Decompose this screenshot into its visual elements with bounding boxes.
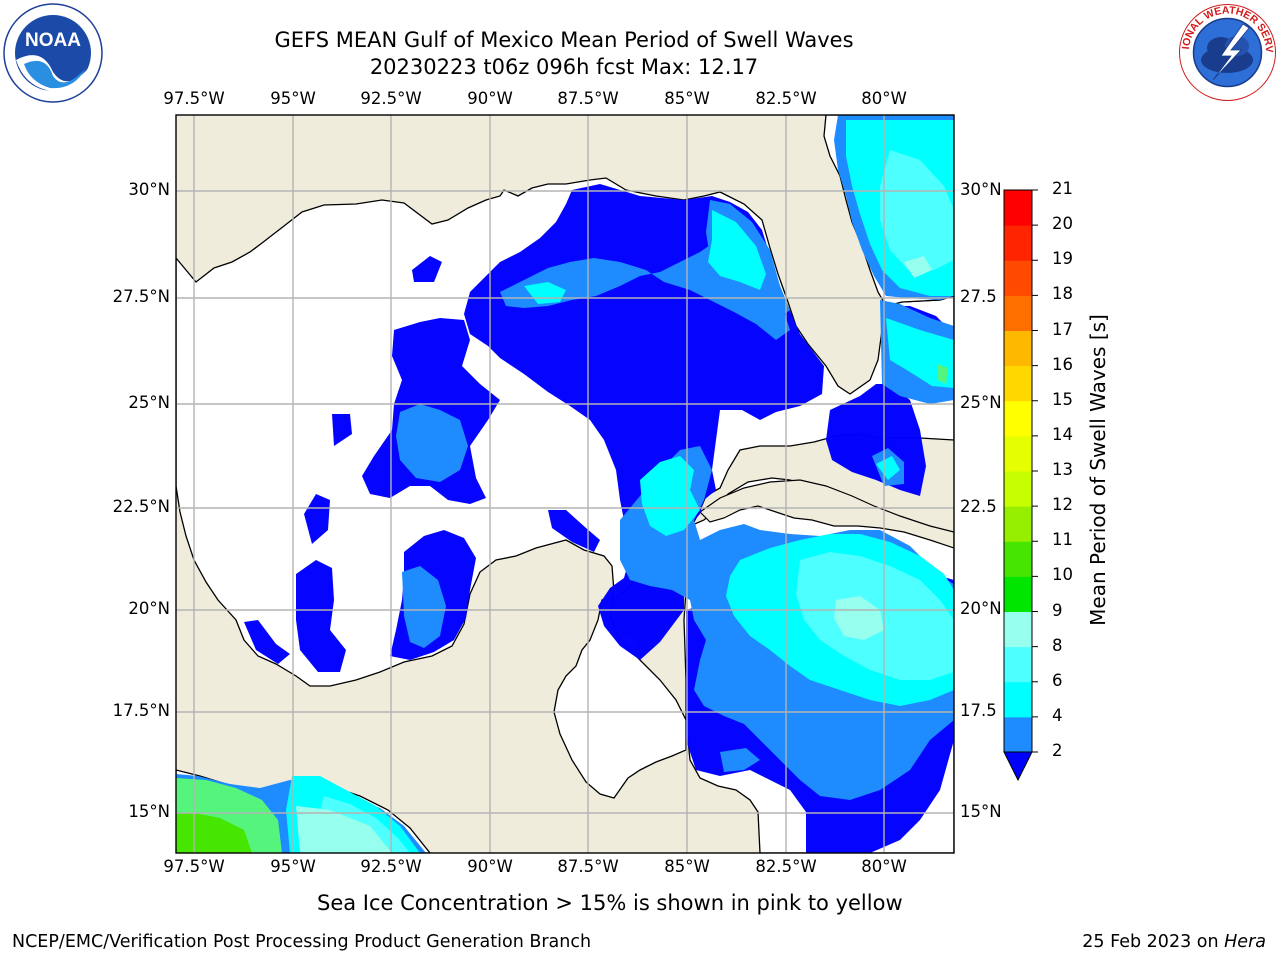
colorbar-tick-label: 4 xyxy=(1052,705,1063,725)
lat-label-right: 17.5 xyxy=(960,701,997,720)
colorbar-tick-label: 9 xyxy=(1052,600,1063,620)
footer-host: Hera xyxy=(1224,932,1266,952)
lon-label-top: 90°W xyxy=(467,89,513,108)
sea-ice-note: Sea Ice Concentration > 15% is shown in … xyxy=(317,891,903,915)
lon-label-top: 87.5°W xyxy=(557,89,619,108)
lon-label-bottom: 97.5°W xyxy=(163,857,225,876)
lat-label-right: 27.5 xyxy=(960,287,997,306)
lon-label-top: 85°W xyxy=(664,89,710,108)
lon-label-top: 92.5°W xyxy=(360,89,422,108)
swell-period-fills-green xyxy=(176,364,948,853)
chart-title-line1: GEFS MEAN Gulf of Mexico Mean Period of … xyxy=(274,28,854,52)
lat-label-right: 20°N xyxy=(960,599,1002,618)
colorbar-tick-label: 19 xyxy=(1052,249,1073,269)
lon-label-top: 97.5°W xyxy=(163,89,225,108)
colorbar-extend-triangle xyxy=(1003,751,1033,782)
colorbar xyxy=(1003,189,1038,782)
colorbar-band xyxy=(1004,435,1032,472)
map-frame xyxy=(175,114,955,854)
colorbar-band xyxy=(1004,190,1032,226)
lat-label-left: 15°N xyxy=(128,802,170,821)
footer-branch: NCEP/EMC/Verification Post Processing Pr… xyxy=(12,932,592,952)
colorbar-label: Mean Period of Swell Waves [s] xyxy=(1086,314,1110,626)
colorbar-tick-label: 2 xyxy=(1052,741,1063,760)
colorbar-band xyxy=(1004,330,1032,367)
noaa-logo-text: NOAA xyxy=(25,30,81,51)
chart-title-line2: 20230223 t06z 096h fcst Max: 12.17 xyxy=(369,55,759,79)
lat-label-left: 27.5°N xyxy=(112,287,170,306)
lat-label-left: 25°N xyxy=(128,393,170,412)
colorbar-tick-label: 8 xyxy=(1052,635,1063,655)
colorbar-band xyxy=(1004,541,1032,577)
colorbar-band xyxy=(1004,295,1032,331)
colorbar-tick-label: 16 xyxy=(1052,354,1073,374)
lon-label-top: 80°W xyxy=(861,89,907,108)
colorbar-band xyxy=(1004,576,1032,612)
colorbar-tick-label: 13 xyxy=(1052,460,1073,479)
lon-label-bottom: 90°W xyxy=(467,857,513,876)
colorbar-tick-label: 12 xyxy=(1052,495,1073,515)
colorbar-band xyxy=(1004,260,1032,296)
colorbar-tick-label: 17 xyxy=(1052,319,1073,339)
lon-label-bottom: 85°W xyxy=(664,857,710,876)
lon-label-top: 82.5°W xyxy=(755,89,817,108)
colorbar-tick-label: 11 xyxy=(1052,530,1073,550)
lat-label-right: 30°N xyxy=(960,180,1002,199)
footer-date: 25 Feb 2023 on Hera xyxy=(1082,932,1266,952)
lat-label-left: 17.5°N xyxy=(112,701,170,720)
colorbar-band xyxy=(1004,506,1032,542)
colorbar-tick-label: 18 xyxy=(1052,284,1073,304)
colorbar-band xyxy=(1004,471,1032,507)
colorbar-tick-label: 14 xyxy=(1052,424,1073,444)
colorbar-band xyxy=(1004,681,1032,718)
map-gridlines xyxy=(176,115,954,853)
colorbar-tick-label: 6 xyxy=(1052,670,1063,690)
colorbar-tick-label: 10 xyxy=(1052,565,1073,585)
lon-label-bottom: 80°W xyxy=(861,857,907,876)
cuba-island xyxy=(699,479,954,549)
lon-label-bottom: 87.5°W xyxy=(557,857,619,876)
colorbar-tick-label: 15 xyxy=(1052,389,1073,409)
lon-label-top: 95°W xyxy=(270,89,316,108)
lat-label-right: 22.5 xyxy=(960,497,997,516)
lat-label-right: 15°N xyxy=(960,802,1002,821)
lon-label-bottom: 95°W xyxy=(270,857,316,876)
swell-period-fills-9s xyxy=(296,256,932,853)
colorbar-band xyxy=(1004,400,1032,437)
colorbar-band xyxy=(1004,225,1032,261)
lat-label-left: 22.5°N xyxy=(112,497,170,516)
colorbar-band xyxy=(1004,611,1032,648)
lat-label-right: 25°N xyxy=(960,393,1002,412)
lon-label-bottom: 82.5°W xyxy=(755,857,817,876)
map-panel xyxy=(176,115,954,853)
lat-label-left: 30°N xyxy=(128,180,170,199)
colorbar-band xyxy=(1004,716,1032,753)
lat-label-left: 20°N xyxy=(128,599,170,618)
nws-logo: NATIONAL WEATHER SERVICE xyxy=(1173,0,1278,103)
noaa-logo: NOAA xyxy=(2,2,104,104)
colorbar-tick-label: 21 xyxy=(1052,179,1073,198)
colorbar-tick-label: 20 xyxy=(1052,214,1073,234)
colorbar-band xyxy=(1004,646,1032,683)
lon-label-bottom: 92.5°W xyxy=(360,857,422,876)
colorbar-band xyxy=(1004,365,1032,402)
footer-date-text: 25 Feb 2023 on xyxy=(1082,932,1225,952)
